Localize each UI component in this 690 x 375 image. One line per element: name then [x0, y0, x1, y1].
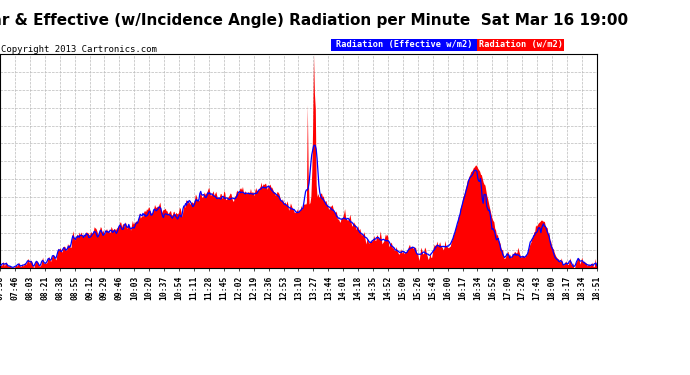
Text: Radiation (Effective w/m2): Radiation (Effective w/m2): [336, 40, 473, 50]
Text: Radiation (w/m2): Radiation (w/m2): [479, 40, 563, 50]
Bar: [331, 39, 477, 51]
Bar: [477, 39, 564, 51]
Text: Copyright 2013 Cartronics.com: Copyright 2013 Cartronics.com: [1, 45, 157, 54]
Text: Solar & Effective (w/Incidence Angle) Radiation per Minute  Sat Mar 16 19:00: Solar & Effective (w/Incidence Angle) Ra…: [0, 13, 629, 28]
